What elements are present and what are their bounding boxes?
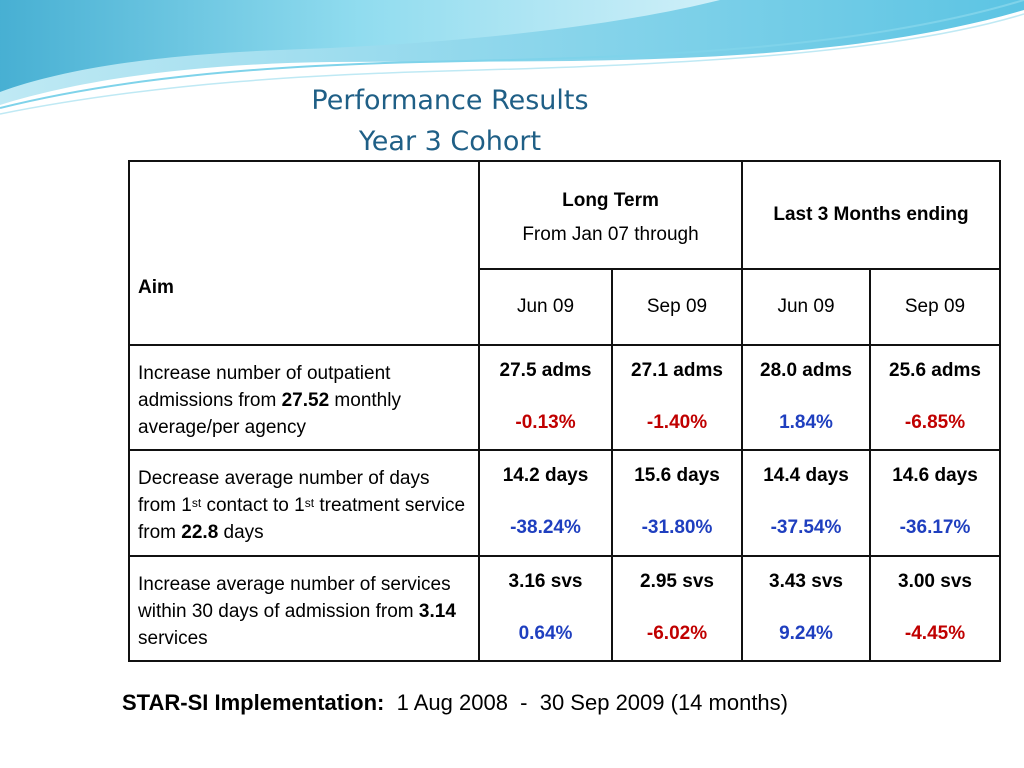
percent-change: 0.64%: [518, 623, 573, 644]
slide-subtitle: Year 3 Cohort: [358, 126, 542, 157]
aim-baseline-value: 22.8: [181, 522, 219, 543]
percent-change: -36.17%: [899, 517, 971, 538]
value-cell: 3.43 svs 9.24%: [741, 555, 871, 662]
aim-text: Increase number of outpatient admissions…: [138, 363, 391, 411]
aim-baseline-value: 27.52: [281, 390, 330, 411]
subheader-last3-jun: Jun 09: [741, 268, 871, 346]
ordinal-suffix: st: [304, 496, 315, 510]
percent-change: 9.24%: [779, 623, 833, 644]
table-header-row: Aim Long Term From Jan 07 through Last 3…: [128, 160, 1001, 346]
result-value: 2.95 svs: [640, 571, 714, 592]
result-value: 3.43 svs: [769, 571, 843, 592]
long-term-header: Long Term From Jan 07 through: [478, 160, 743, 270]
long-term-title: Long Term: [562, 190, 659, 211]
aim-text: Increase average number of services with…: [138, 574, 451, 622]
percent-change: -0.13%: [515, 412, 576, 433]
percent-change: -6.85%: [904, 412, 966, 433]
aim-text: treatment service from: [138, 495, 466, 543]
table-row: Increase average number of services with…: [128, 555, 1001, 662]
aim-text: contact to 1: [201, 495, 305, 516]
result-value: 28.0 adms: [760, 360, 852, 381]
result-value: 3.16 svs: [508, 571, 583, 592]
aim-description: Decrease average number of days from 1st…: [128, 449, 480, 557]
aim-text: days: [218, 522, 264, 543]
implementation-footer: STAR-SI Implementation: 1 Aug 2008 - 30 …: [122, 690, 788, 716]
slide-title: Performance Results: [311, 85, 589, 116]
table-subheader-row: Jun 09 Sep 09 Jun 09 Sep 09: [129, 268, 1001, 346]
percent-change: -31.80%: [641, 517, 713, 538]
aim-text: monthly average/per agency: [138, 390, 401, 438]
value-cell: 2.95 svs -6.02%: [611, 555, 743, 662]
result-value: 15.6 days: [634, 465, 720, 486]
long-term-subtitle: From Jan 07 through: [522, 224, 699, 245]
aim-text: services: [138, 628, 208, 649]
percent-change: -1.40%: [646, 412, 708, 433]
percent-change: -4.45%: [904, 623, 966, 644]
result-value: 3.00 svs: [898, 571, 972, 592]
table-body: Increase number of outpatient admissions…: [128, 344, 1001, 662]
aim-text: Decrease average number of days from 1: [138, 468, 430, 516]
value-cell: 14.2 days -38.24%: [478, 449, 613, 557]
footer-dates: 1 Aug 2008 - 30 Sep 2009 (14 months): [384, 690, 788, 715]
percent-change: -38.24%: [510, 517, 581, 538]
header-wave-decoration: [0, 0, 1024, 115]
footer-label: STAR-SI Implementation:: [122, 690, 385, 715]
result-value: 14.2 days: [502, 465, 589, 486]
result-value: 27.1 adms: [631, 360, 723, 381]
percent-change: -37.54%: [770, 517, 842, 538]
result-value: 14.6 days: [892, 465, 978, 486]
ordinal-suffix: st: [191, 496, 202, 510]
value-cell: 3.16 svs 0.64%: [478, 555, 613, 662]
results-table: Aim Long Term From Jan 07 through Last 3…: [128, 160, 1001, 662]
value-cell: 3.00 svs -4.45%: [869, 555, 1001, 662]
subheader-last3-sep: Sep 09: [869, 268, 1001, 346]
percent-change: 1.84%: [779, 412, 833, 433]
aim-baseline-value: 3.14: [418, 601, 456, 622]
value-cell: 14.4 days -37.54%: [741, 449, 871, 557]
subheader-long-term-jun: Jun 09: [478, 268, 613, 346]
value-cell: 27.5 adms -0.13%: [478, 344, 613, 451]
aim-description: Increase average number of services with…: [128, 555, 480, 662]
value-cell: 14.6 days -36.17%: [869, 449, 1001, 557]
value-cell: 15.6 days -31.80%: [611, 449, 743, 557]
aim-description: Increase number of outpatient admissions…: [128, 344, 480, 451]
table-row: Decrease average number of days from 1st…: [128, 449, 1001, 557]
value-cell: 27.1 adms -1.40%: [611, 344, 743, 451]
aim-header: Aim: [128, 160, 480, 346]
value-cell: 28.0 adms 1.84%: [741, 344, 871, 451]
result-value: 25.6 adms: [889, 360, 981, 381]
subheader-long-term-sep: Sep 09: [611, 268, 743, 346]
value-cell: 25.6 adms -6.85%: [869, 344, 1001, 451]
result-value: 14.4 days: [763, 465, 849, 486]
result-value: 27.5 adms: [499, 360, 592, 381]
last-3-months-header: Last 3 Months ending: [741, 160, 1001, 270]
percent-change: -6.02%: [646, 623, 708, 644]
table-row: Increase number of outpatient admissions…: [128, 344, 1001, 451]
